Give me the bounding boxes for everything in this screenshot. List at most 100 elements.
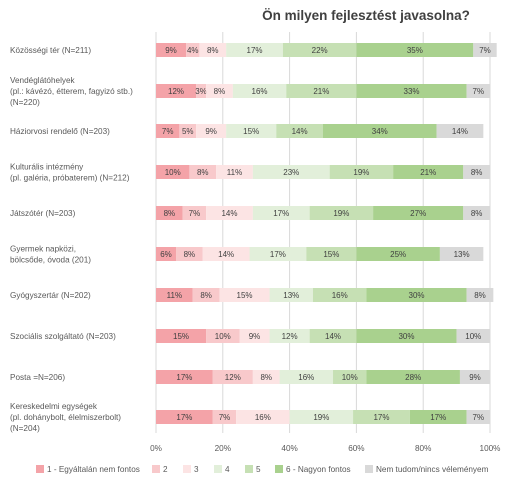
data-label: 4%: [187, 46, 199, 55]
data-label: 30%: [398, 332, 414, 341]
bar-segment: [456, 329, 490, 343]
bar-segment: [239, 329, 270, 343]
bar-segment: [459, 370, 490, 384]
bar-segment: [333, 370, 367, 384]
bar-segment: [439, 247, 484, 261]
data-label: 12%: [168, 87, 184, 96]
data-label: 7%: [479, 46, 491, 55]
bar-segment: [252, 370, 280, 384]
category-label: Vendéglátóhelyek (pl.: kávézó, étterem, f…: [10, 76, 133, 107]
category-label: Kereskedelmi egységek (pl. dohánybolt, él…: [10, 402, 121, 433]
bar-segment: [436, 124, 484, 138]
bar-segment: [179, 124, 197, 138]
bar-segment: [156, 84, 197, 98]
data-label: 15%: [243, 127, 259, 136]
data-label: 7%: [189, 209, 201, 218]
data-label: 11%: [167, 291, 182, 300]
bar-segment: [156, 370, 213, 384]
legend: 1 - Egyáltalán nem fontos 2 3 4 5 6 - Nagyon …: [36, 465, 489, 474]
bar-segment: [473, 43, 497, 57]
data-label: 8%: [207, 46, 219, 55]
category-label: Kulturális intézmény (pl. galéria, próbat…: [10, 163, 130, 183]
bar-segment: [196, 84, 207, 98]
category-label: Háziorvosi rendelő (N=203): [10, 127, 110, 136]
bar-segment: [279, 370, 334, 384]
category-label: Posta =N=206): [10, 373, 65, 382]
x-tick-label: 100%: [480, 444, 501, 453]
data-label: 10%: [165, 168, 181, 177]
bar-segment: [156, 43, 187, 57]
legend-entry: 5: [256, 465, 261, 474]
bar-segment: [329, 165, 394, 179]
data-label: 8%: [197, 168, 209, 177]
data-label: 7%: [162, 127, 174, 136]
bar-segment: [269, 329, 310, 343]
legend-swatch: [245, 465, 253, 473]
data-label: 14%: [218, 250, 234, 259]
data-label: 14%: [221, 209, 237, 218]
bar-segment: [156, 329, 207, 343]
data-label: 35%: [407, 46, 423, 55]
bar-segment: [226, 124, 277, 138]
bar-segment: [466, 410, 490, 424]
bar-segment: [212, 370, 253, 384]
bar-segment: [249, 247, 307, 261]
data-label: 9%: [249, 332, 261, 341]
bar-segment: [356, 84, 467, 98]
bar-segment: [366, 288, 467, 302]
data-label: 17%: [270, 250, 286, 259]
data-label: 27%: [410, 209, 426, 218]
data-label: 21%: [313, 87, 329, 96]
data-label: 7%: [219, 413, 231, 422]
data-label: 12%: [282, 332, 298, 341]
bar-segment: [323, 124, 437, 138]
bar-segment: [206, 84, 233, 98]
bar-segment: [289, 410, 354, 424]
data-label: 17%: [373, 413, 389, 422]
x-tick-label: 20%: [215, 444, 231, 453]
data-label: 8%: [164, 209, 176, 218]
bar-segment: [393, 165, 464, 179]
data-label: 8%: [260, 373, 272, 382]
legend-swatch: [183, 465, 191, 473]
legend-entry: 6 - Nagyon fontos: [286, 465, 351, 474]
data-label: 22%: [312, 46, 328, 55]
bar-segment: [156, 165, 190, 179]
data-label: 16%: [298, 373, 314, 382]
bar-segment: [276, 124, 323, 138]
data-label: 19%: [353, 168, 369, 177]
bar-segment: [206, 329, 240, 343]
data-label: 17%: [273, 209, 289, 218]
legend-entry: 3: [194, 465, 199, 474]
bar-segment: [356, 247, 440, 261]
bar-segment: [409, 410, 467, 424]
bar-segment: [182, 206, 207, 220]
data-label: 23%: [283, 168, 299, 177]
bar-segment: [212, 410, 237, 424]
bar-segment: [373, 206, 464, 220]
bar-segment: [309, 206, 374, 220]
bar-segment: [466, 84, 490, 98]
bars: 9% 4% 8% 17% 22% 35% 7% 12% 3% 8% 16% 21% 33% 7% 7% 5% 9…: [156, 43, 497, 424]
data-label: 7%: [473, 413, 485, 422]
data-label: 25%: [390, 250, 406, 259]
bar-segment: [216, 165, 253, 179]
data-label: 30%: [409, 291, 425, 300]
gridlines: [155, 32, 491, 433]
x-axis-ticks: 0% 20% 40% 60% 80% 100%: [150, 444, 500, 453]
category-label: Közösségi tér (N=211): [10, 46, 91, 55]
bar-segment: [356, 43, 474, 57]
bar-segment: [463, 206, 490, 220]
x-tick-label: 0%: [150, 444, 162, 453]
data-label: 7%: [473, 87, 485, 96]
legend-swatch: [365, 465, 373, 473]
chart-title: Ön milyen fejlesztést javasolna?: [262, 8, 470, 23]
bar-segment: [156, 206, 183, 220]
data-label: 9%: [205, 127, 217, 136]
data-label: 34%: [372, 127, 388, 136]
bar-segment: [463, 165, 490, 179]
bar-segment: [252, 206, 310, 220]
data-label: 9%: [469, 373, 481, 382]
data-label: 5%: [182, 127, 194, 136]
bar-segment: [196, 124, 227, 138]
